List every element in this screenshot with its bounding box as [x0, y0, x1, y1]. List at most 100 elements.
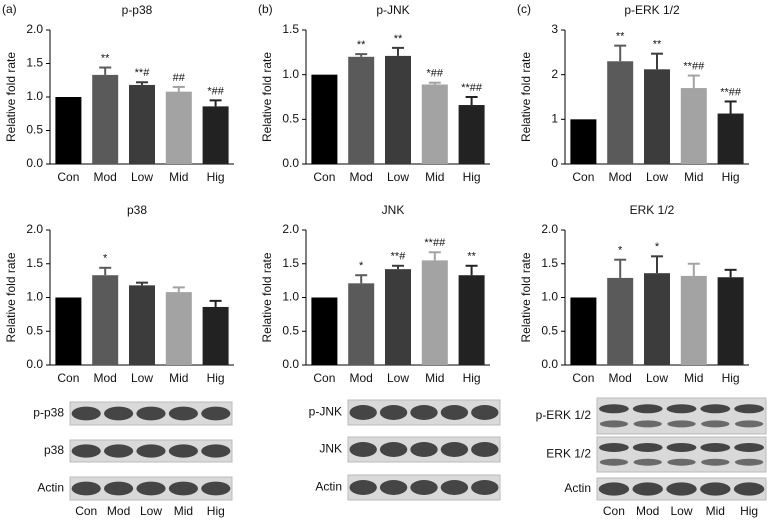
x-tick-label: Mid	[169, 170, 188, 184]
blot-row-label: p-ERK 1/2	[536, 408, 592, 422]
x-tick-label: Hig	[207, 170, 225, 184]
blot-band	[666, 443, 697, 452]
blot-band	[104, 444, 134, 458]
x-tick-label: Mod	[350, 170, 373, 184]
significance-label: *	[103, 253, 108, 265]
blot-band	[379, 480, 408, 495]
blot-band	[440, 480, 469, 495]
significance-label: **##	[683, 60, 705, 72]
bar	[348, 283, 375, 365]
significance-label: **	[394, 33, 403, 45]
x-tick-label: Mod	[609, 170, 632, 184]
y-tick-label: 0.0	[282, 156, 299, 170]
blot-row-label: Actin	[315, 480, 342, 494]
blot-band	[599, 420, 629, 428]
bar	[717, 277, 744, 365]
blot-band	[440, 442, 469, 457]
x-tick-label: Con	[313, 170, 335, 184]
significance-label: **	[616, 31, 625, 43]
x-tick-label: Hig	[722, 170, 740, 184]
chart-title: p-ERK 1/2	[624, 3, 680, 17]
y-tick-label: 2.0	[26, 222, 43, 236]
blot-band	[632, 443, 663, 452]
blot-band	[700, 482, 731, 496]
bar	[385, 269, 411, 365]
bar	[165, 91, 192, 164]
blot-band	[104, 481, 134, 496]
chart-title: JNK	[382, 203, 405, 217]
blot-band	[201, 406, 231, 421]
blot-band	[201, 444, 231, 458]
bar	[570, 119, 597, 164]
y-tick-label: 1.0	[541, 290, 558, 304]
blot-strip	[596, 436, 767, 473]
blot-lane-label: Mod	[107, 504, 130, 518]
blot-band	[667, 458, 696, 466]
blot-band	[734, 404, 764, 414]
blot-band	[632, 482, 663, 496]
x-tick-label: Mod	[94, 170, 117, 184]
x-tick-label: Con	[57, 371, 79, 385]
blot-band	[410, 442, 438, 457]
x-tick-label: Con	[572, 371, 594, 385]
bar	[129, 285, 155, 365]
y-tick-label: 0.0	[282, 357, 299, 371]
significance-label: **	[653, 39, 662, 51]
chart-title: ERK 1/2	[630, 203, 675, 217]
y-tick-label: 3	[551, 22, 558, 36]
y-axis-label: Relative fold rate	[260, 52, 274, 142]
y-tick-label: 1.5	[26, 56, 43, 70]
y-tick-label: 2.0	[541, 222, 558, 236]
blot-band	[471, 480, 499, 495]
x-tick-label: Low	[646, 170, 668, 184]
y-axis-label: Relative fold rate	[4, 252, 18, 342]
chart-title: p38	[127, 203, 147, 217]
y-axis-label: Relative fold rate	[260, 252, 274, 342]
blot-band	[168, 481, 198, 496]
bar	[348, 56, 375, 164]
x-tick-label: Low	[387, 371, 409, 385]
significance-label: **##	[424, 237, 446, 249]
bar	[421, 260, 448, 365]
significance-label: **##	[720, 86, 742, 98]
blot-band	[599, 458, 629, 466]
blot-band	[734, 443, 764, 452]
blot-band	[71, 444, 101, 458]
blot-band	[104, 406, 134, 421]
x-tick-label: Mid	[684, 170, 703, 184]
y-tick-label: 0.0	[541, 357, 558, 371]
blot-band	[734, 458, 764, 466]
significance-label: **#	[135, 67, 151, 79]
blot-row-label: ERK 1/2	[546, 447, 591, 461]
y-tick-label: 1.5	[26, 256, 43, 270]
blot-band	[666, 482, 697, 496]
blot-band	[471, 442, 499, 457]
blot-band	[71, 406, 101, 421]
bar	[570, 297, 597, 365]
bar	[680, 88, 707, 164]
x-tick-label: Hig	[207, 371, 225, 385]
x-tick-label: Mod	[94, 371, 117, 385]
blot-band	[349, 405, 377, 420]
y-tick-label: 0.0	[26, 357, 43, 371]
blot-band	[410, 480, 438, 495]
significance-label: **	[357, 39, 366, 51]
bar	[717, 113, 744, 164]
y-axis-label: Relative fold rate	[519, 52, 533, 142]
significance-label: *##	[207, 85, 224, 97]
significance-label: **	[467, 251, 476, 263]
blot-band	[700, 404, 731, 414]
x-tick-label: Mid	[425, 170, 444, 184]
significance-label: **	[101, 52, 110, 64]
bar	[92, 275, 119, 365]
y-tick-label: 0	[551, 156, 558, 170]
significance-label: **##	[461, 82, 483, 94]
blot-band	[599, 443, 629, 452]
y-tick-label: 2.0	[26, 22, 43, 36]
y-tick-label: 0.5	[26, 123, 43, 137]
blot-band	[168, 406, 198, 421]
x-tick-label: Hig	[463, 170, 481, 184]
blot-row-label: p-JNK	[309, 405, 342, 419]
blot-band	[136, 406, 166, 421]
